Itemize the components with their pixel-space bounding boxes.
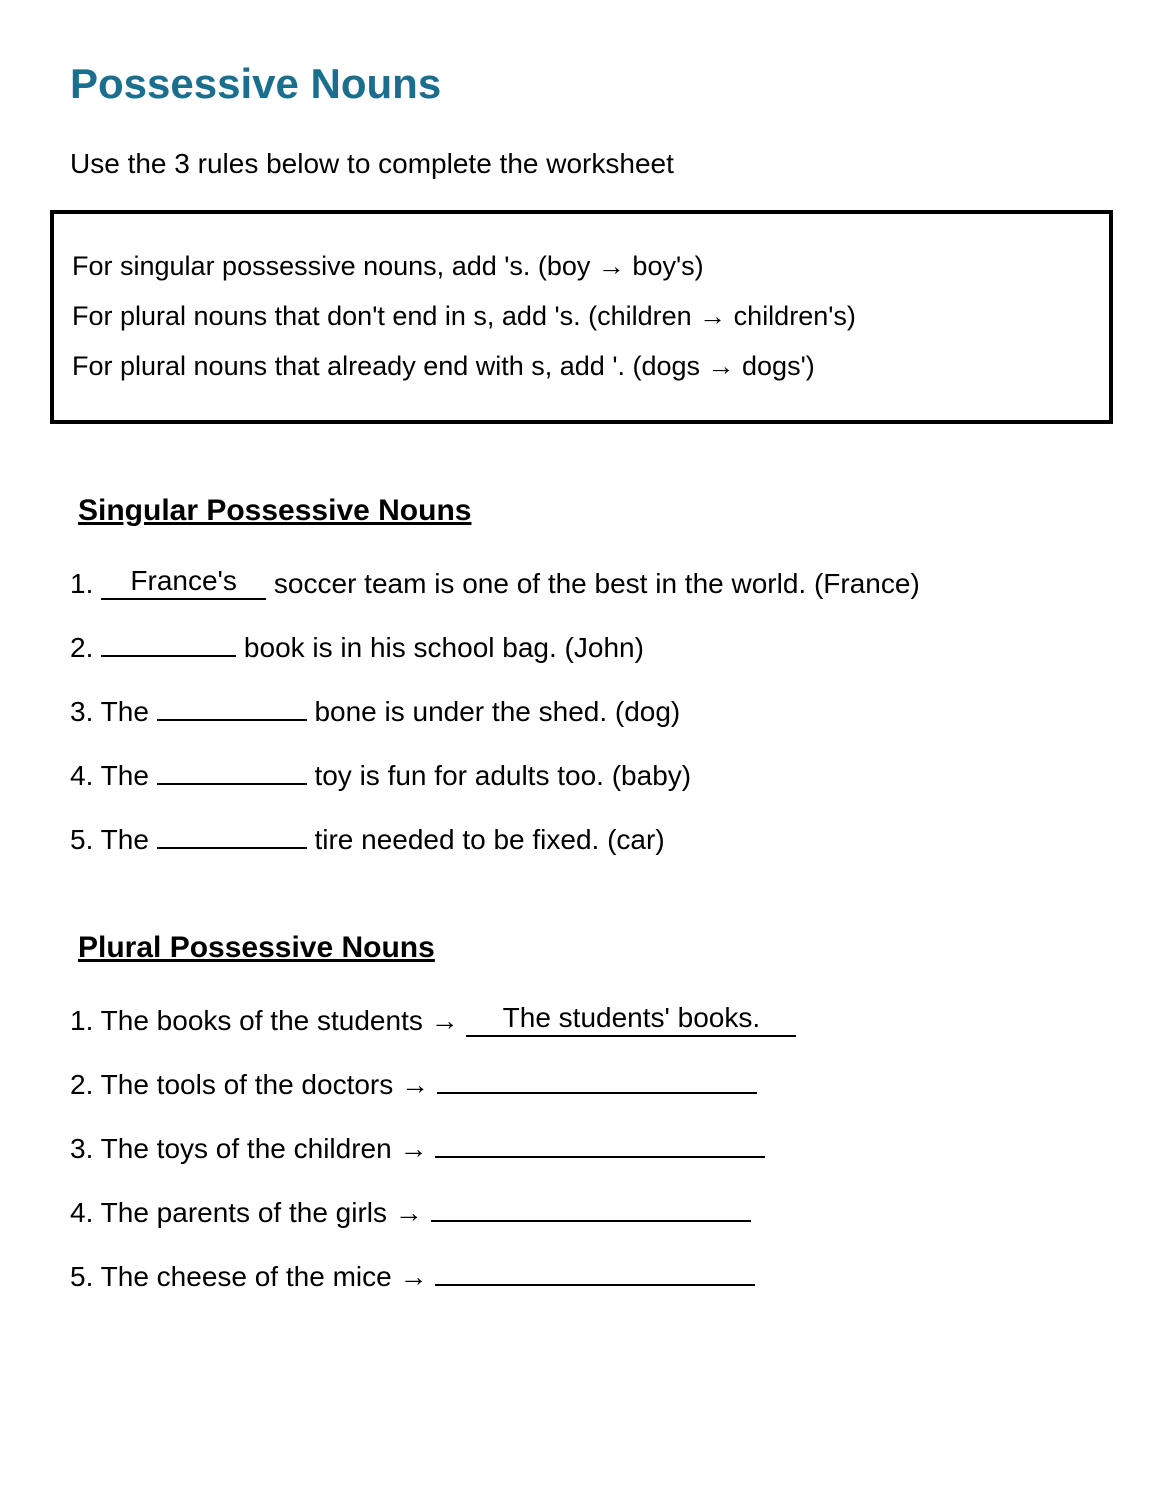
q-post: book is in his school bag. (John) — [236, 632, 644, 663]
question-s2-3: 3. The toys of the children → — [70, 1133, 1093, 1165]
answer-text: France's — [130, 565, 237, 596]
q-post: bone is under the shed. (dog) — [307, 696, 681, 727]
question-s2-5: 5. The cheese of the mice → — [70, 1261, 1093, 1293]
answer-blank[interactable] — [157, 783, 307, 785]
question-s1-1: 1. France's soccer team is one of the be… — [70, 568, 1093, 600]
q-post: tire needed to be fixed. (car) — [307, 824, 665, 855]
q-post: soccer team is one of the best in the wo… — [266, 568, 920, 599]
rule-1: For singular possessive nouns, add 's. (… — [72, 242, 1091, 292]
question-s1-4: 4. The toy is fun for adults too. (baby) — [70, 760, 1093, 792]
rule-2: For plural nouns that don't end in s, ad… — [72, 292, 1091, 342]
section-2-heading: Plural Possessive Nouns — [78, 931, 1093, 965]
q-num: 2. — [70, 1069, 93, 1100]
q-prompt: The parents of the girls → — [101, 1197, 431, 1228]
question-s2-1: 1. The books of the students → The stude… — [70, 1005, 1093, 1037]
q-num: 4. — [70, 1197, 93, 1228]
q-prompt: The toys of the children → — [101, 1133, 436, 1164]
worksheet-title: Possessive Nouns — [70, 60, 1093, 108]
q-prompt: The tools of the doctors → — [101, 1069, 437, 1100]
answer-blank[interactable] — [431, 1220, 751, 1222]
q-num: 1. — [70, 568, 93, 599]
answer-blank[interactable] — [157, 719, 307, 721]
q-num: 5. — [70, 824, 93, 855]
answer-blank[interactable]: The students' books. — [466, 1007, 796, 1037]
question-s2-4: 4. The parents of the girls → — [70, 1197, 1093, 1229]
section-1-heading: Singular Possessive Nouns — [78, 494, 1093, 528]
answer-text: The students' books. — [503, 1002, 761, 1033]
question-s1-5: 5. The tire needed to be fixed. (car) — [70, 824, 1093, 856]
question-s1-3: 3. The bone is under the shed. (dog) — [70, 696, 1093, 728]
section-2-questions: 1. The books of the students → The stude… — [70, 1005, 1093, 1293]
q-pre: The — [101, 760, 157, 791]
q-prompt: The books of the students → — [101, 1005, 467, 1036]
answer-blank[interactable] — [437, 1092, 757, 1094]
rule-3: For plural nouns that already end with s… — [72, 342, 1091, 392]
q-num: 3. — [70, 696, 93, 727]
instruction-text: Use the 3 rules below to complete the wo… — [70, 148, 1093, 180]
question-s1-2: 2. book is in his school bag. (John) — [70, 632, 1093, 664]
answer-blank[interactable] — [157, 847, 307, 849]
q-num: 3. — [70, 1133, 93, 1164]
answer-blank[interactable] — [435, 1156, 765, 1158]
q-pre: The — [101, 696, 157, 727]
answer-blank[interactable] — [101, 655, 236, 657]
q-num: 2. — [70, 632, 93, 663]
q-num: 5. — [70, 1261, 93, 1292]
q-num: 1. — [70, 1005, 93, 1036]
section-1-questions: 1. France's soccer team is one of the be… — [70, 568, 1093, 856]
q-num: 4. — [70, 760, 93, 791]
rules-box: For singular possessive nouns, add 's. (… — [50, 210, 1113, 424]
q-pre: The — [101, 824, 157, 855]
q-prompt: The cheese of the mice → — [101, 1261, 436, 1292]
q-post: toy is fun for adults too. (baby) — [307, 760, 691, 791]
question-s2-2: 2. The tools of the doctors → — [70, 1069, 1093, 1101]
answer-blank[interactable]: France's — [101, 570, 266, 600]
answer-blank[interactable] — [435, 1284, 755, 1286]
